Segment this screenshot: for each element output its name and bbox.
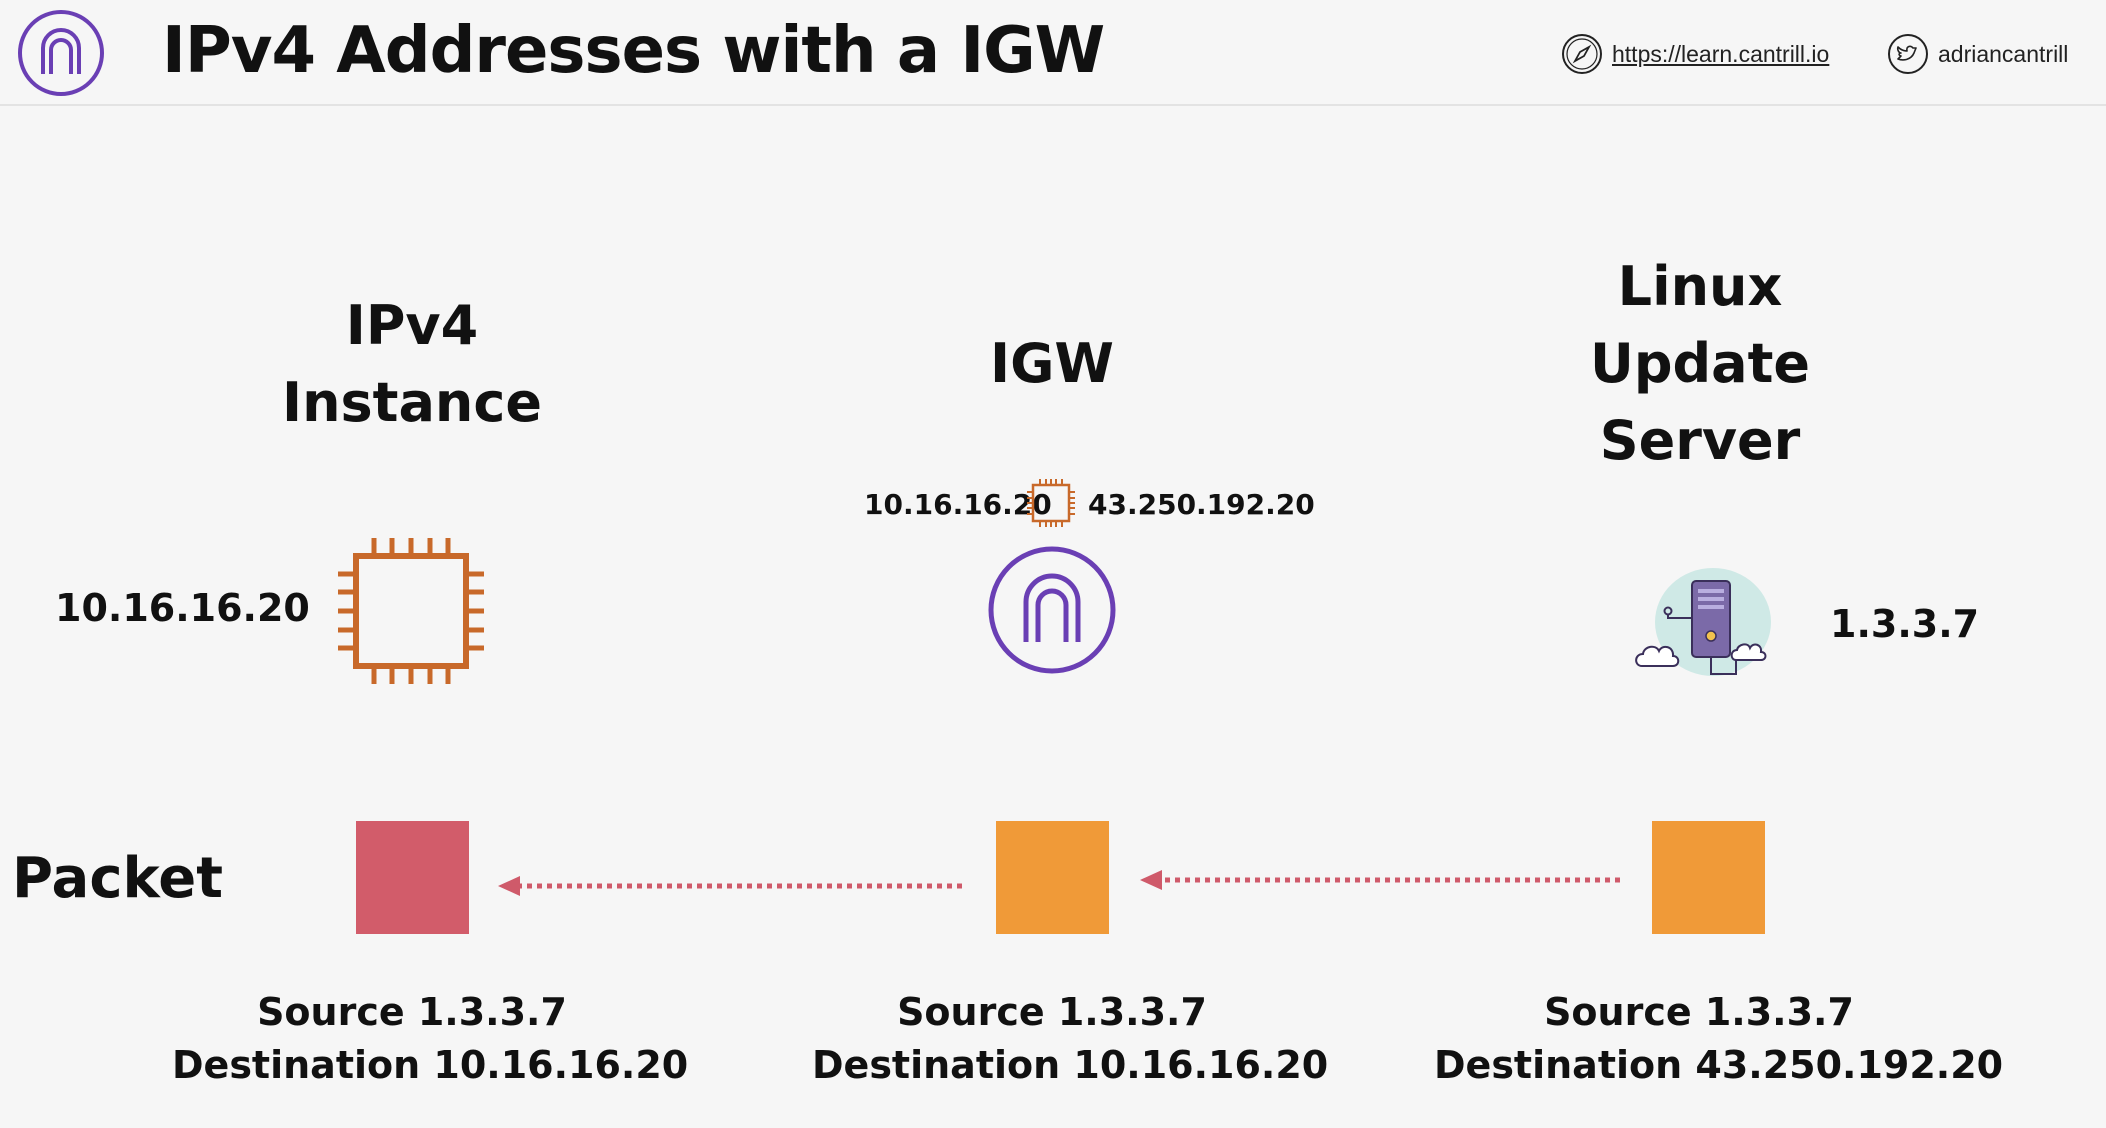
packet-source: Source 1.3.3.7	[897, 990, 1207, 1034]
packet-source: Source 1.3.3.7	[1544, 990, 1854, 1034]
packet-caption-server: Source 1.3.3.7 Destination 43.250.192.20	[1434, 986, 2004, 1092]
server-ip: 1.3.3.7	[1830, 602, 1980, 646]
instance-ip: 10.16.16.20	[55, 586, 310, 630]
packet-source: Source 1.3.3.7	[257, 990, 567, 1034]
twitter-link[interactable]: adriancantrill	[1886, 32, 2068, 76]
packet-box-igw	[996, 821, 1109, 934]
igw-arch-icon	[18, 10, 104, 96]
nat-chip-icon	[1027, 479, 1075, 527]
packet-destination: Destination 43.250.192.20	[1434, 1043, 2004, 1087]
cpu-chip-icon	[338, 538, 484, 684]
igw-heading: IGW	[990, 332, 1114, 395]
internet-gateway-icon	[988, 546, 1116, 674]
header-bar: IPv4 Addresses with a IGW https://learn.…	[0, 0, 2106, 106]
packet-label: Packet	[12, 846, 224, 911]
page-title: IPv4 Addresses with a IGW	[162, 14, 1105, 88]
packet-box-server	[1652, 821, 1765, 934]
arrow-server-to-igw	[1140, 870, 1620, 890]
cloud-server-icon	[1635, 568, 1771, 676]
igw-public-ip: 43.250.192.20	[1088, 488, 1315, 521]
twitter-handle[interactable]: adriancantrill	[1938, 40, 2069, 67]
compass-icon	[1562, 34, 1602, 74]
packet-caption-igw: Source 1.3.3.7 Destination 10.16.16.20	[812, 986, 1329, 1092]
website-link[interactable]: https://learn.cantrill.io	[1560, 32, 1829, 76]
website-url[interactable]: https://learn.cantrill.io	[1612, 40, 1830, 67]
server-heading: Linux Update Server	[1589, 255, 1811, 472]
packet-destination: Destination 10.16.16.20	[812, 1043, 1329, 1087]
igw-private-ip: 10.16.16.20	[864, 488, 1052, 521]
packet-box-instance	[356, 821, 469, 934]
arrow-igw-to-instance	[498, 876, 962, 896]
twitter-bird-icon	[1888, 34, 1928, 74]
instance-heading: IPv4 Instance	[281, 294, 542, 434]
packet-destination: Destination 10.16.16.20	[172, 1043, 689, 1087]
packet-caption-instance: Source 1.3.3.7 Destination 10.16.16.20	[172, 986, 689, 1092]
